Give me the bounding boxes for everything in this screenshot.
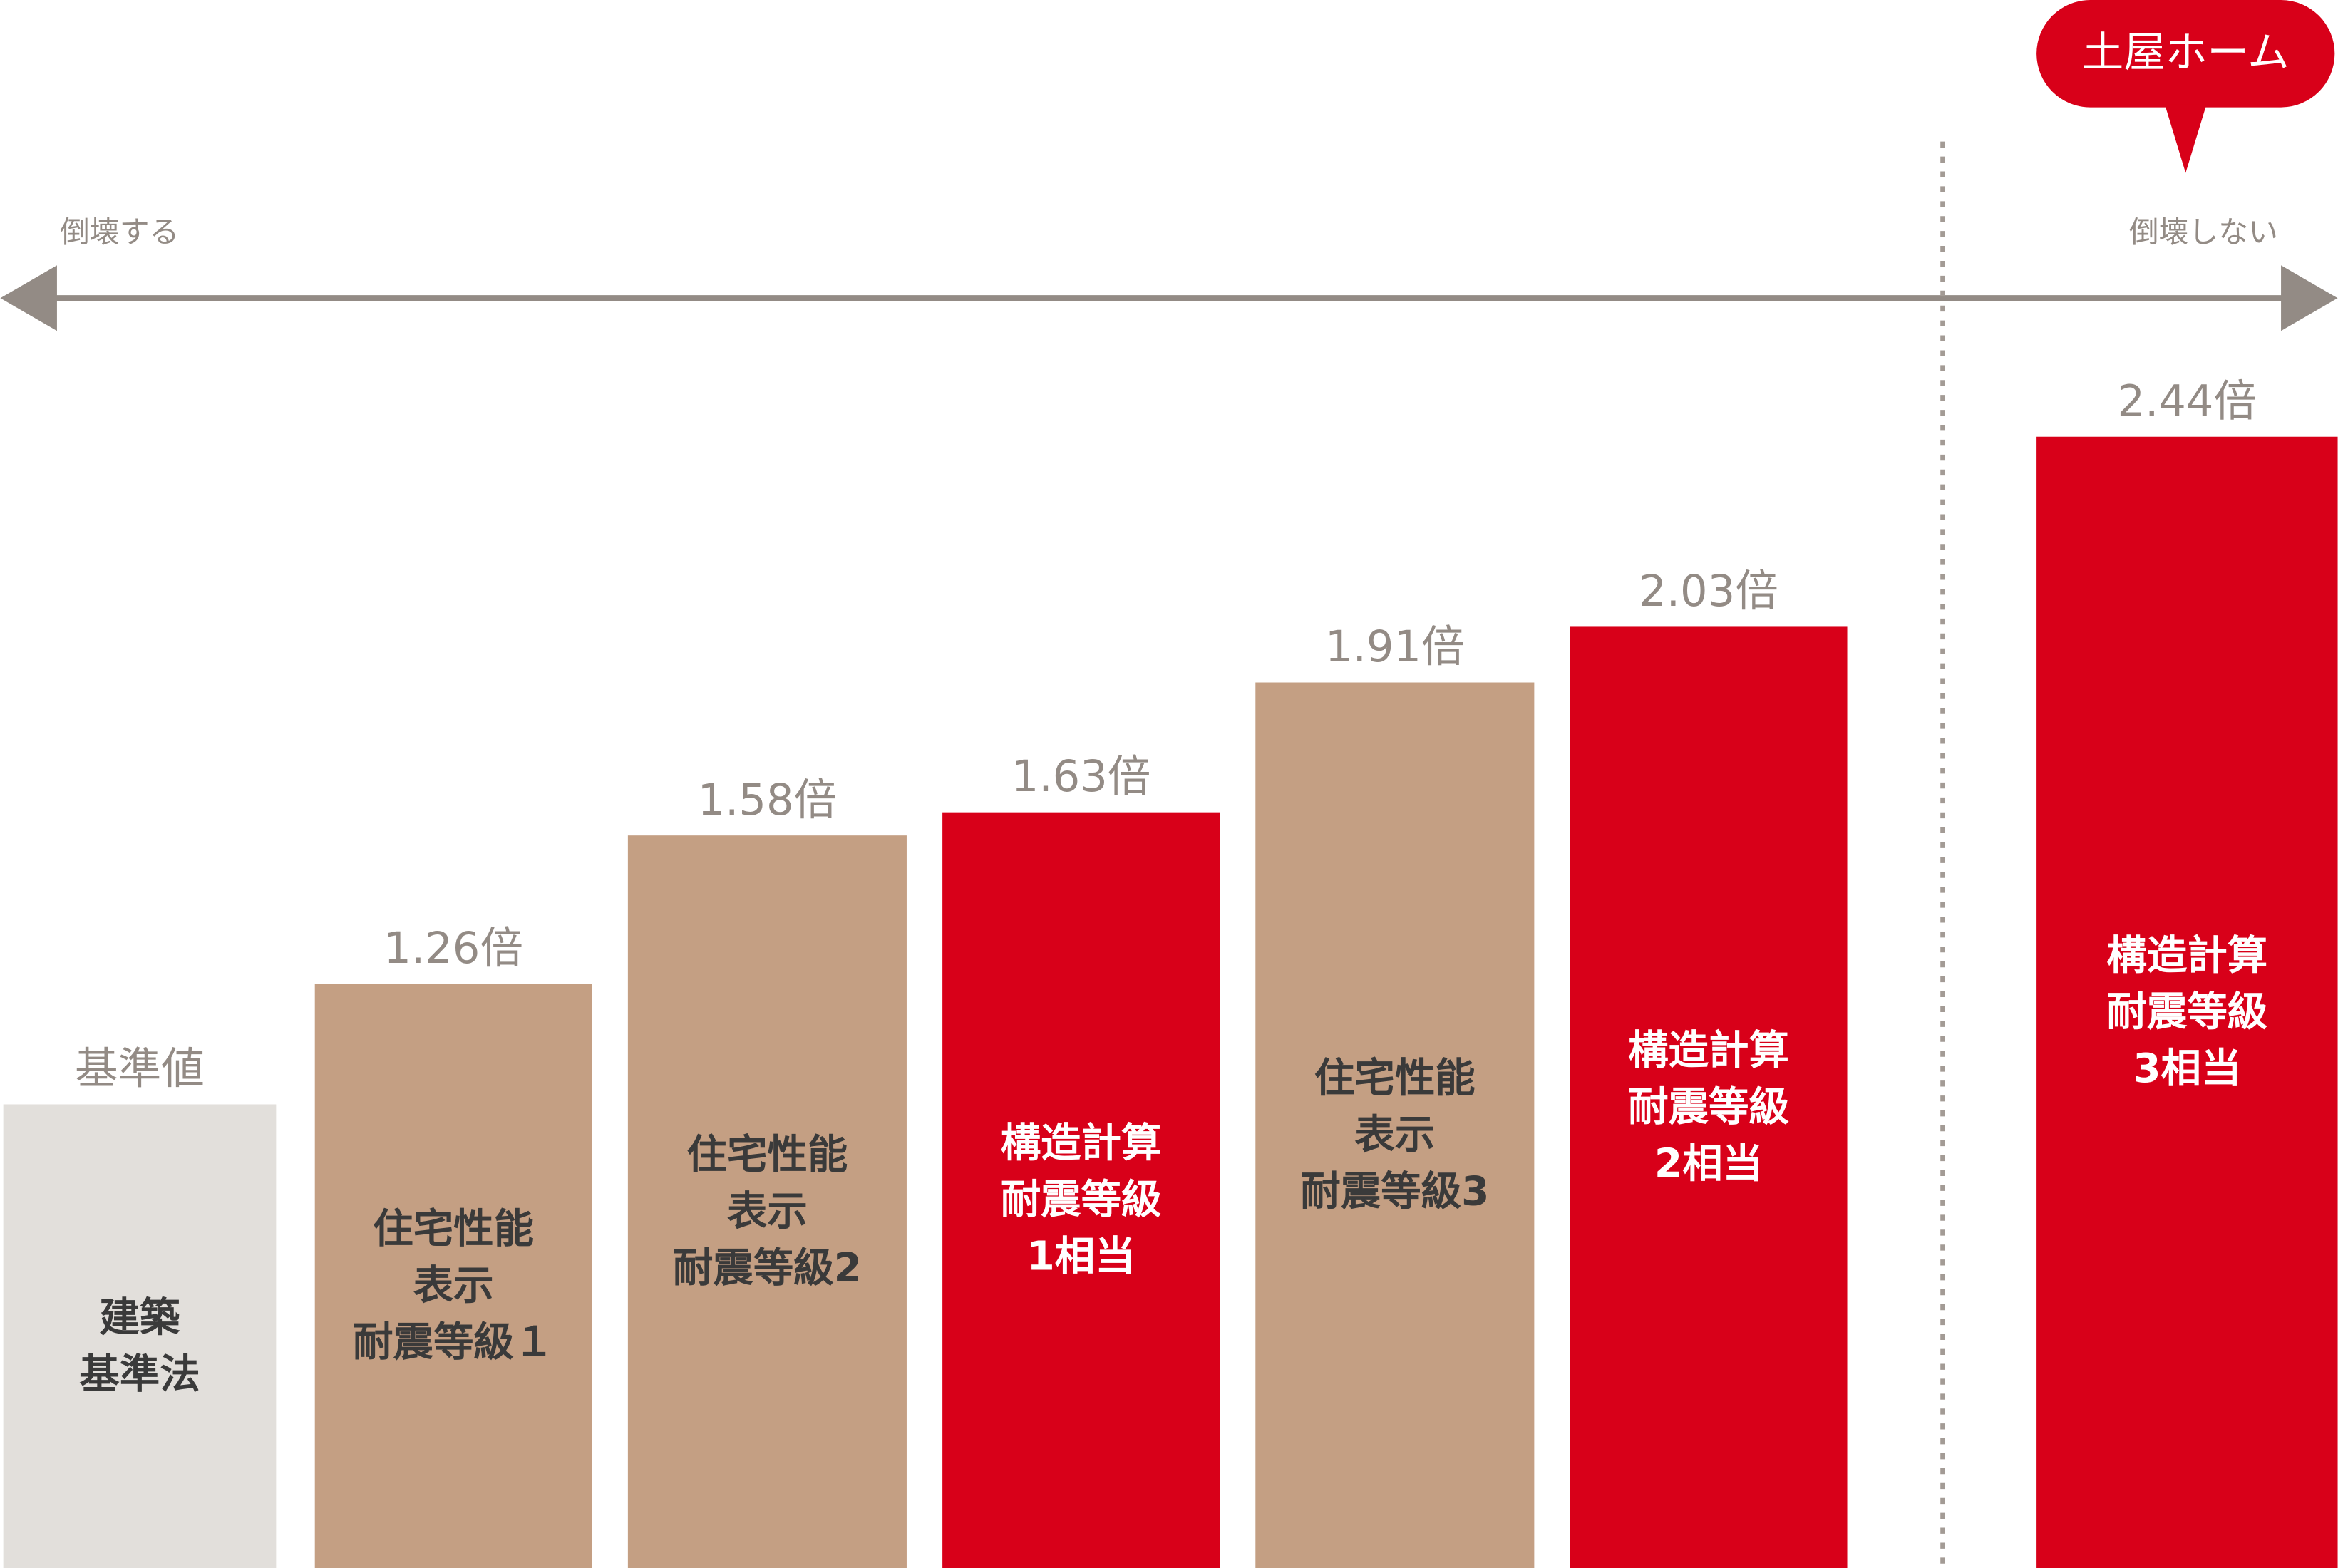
category-label: 建築 [100,1294,180,1341]
category-label: 2相当 [1654,1141,1763,1187]
category-label: 表示 [727,1188,808,1234]
value-label: 1.26倍 [383,924,523,974]
right-label: 倒壊しない [2129,215,2278,249]
category-label: 住宅性能 [373,1206,534,1252]
value-label: 2.03倍 [1639,567,1778,617]
category-label: 耐震等級 [1628,1084,1789,1130]
value-label: 1.91倍 [1325,622,1465,672]
category-label: 表示 [1354,1112,1435,1158]
category-label: 構造計算 [2106,932,2267,979]
arrow-head-left [0,265,57,331]
category-label: 耐震等級3 [1300,1169,1489,1215]
left-label: 倒壊する [60,215,179,249]
bar [1570,626,1848,1568]
bar [3,1104,277,1568]
bar [2036,436,2338,1568]
callout-pointer [2164,104,2207,173]
category-label: 表示 [413,1263,494,1309]
category-label: 構造計算 [1001,1120,1162,1167]
category-label: 耐震等級 [2106,989,2267,1036]
value-label: 1.63倍 [1011,752,1151,802]
bar [314,984,592,1568]
bar [942,812,1220,1568]
category-label: 1相当 [1027,1234,1135,1280]
callout-text: 土屋ホーム [2082,28,2290,76]
bar [627,835,907,1568]
callout-bubble [2036,0,2335,108]
category-label: 住宅性能 [686,1132,848,1178]
category-label: 耐震等級 [1001,1177,1162,1223]
value-label: 2.44倍 [2118,376,2257,426]
bar [1255,682,1535,1568]
value-label: 基準値 [75,1044,205,1094]
category-label: 耐震等級１ [353,1319,554,1366]
category-label: 基準法 [79,1351,200,1398]
arrow-head-right [2281,265,2338,331]
value-label: 1.58倍 [698,775,838,825]
category-label: 構造計算 [1628,1028,1789,1074]
category-label: 耐震等級2 [673,1245,862,1291]
category-label: 住宅性能 [1314,1056,1476,1102]
category-label: 3相当 [2133,1046,2241,1092]
